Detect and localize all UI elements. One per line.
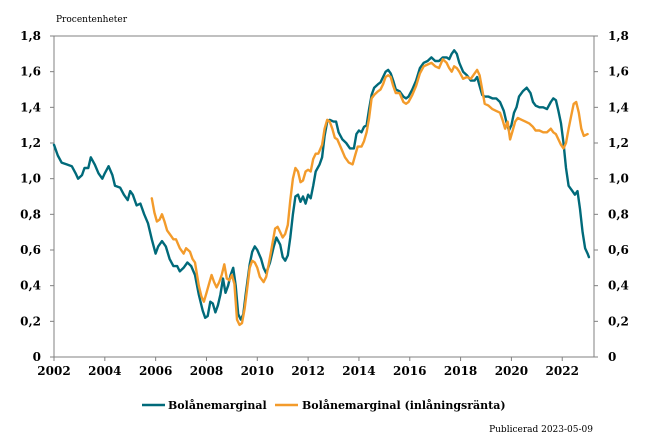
y-tick-label-left: 0,6 [20, 243, 41, 257]
series-line-bolanemarginal-inlaningsranta [150, 58, 589, 327]
x-tick-label: 2002 [37, 364, 70, 378]
y-tick-label-right: 1,4 [608, 100, 629, 114]
legend-label-bolanemarginal-inlaningsranta: Bolånemarginal (inlåningsränta) [302, 399, 506, 412]
x-tick-label: 2012 [291, 364, 324, 378]
x-tick-label: 2020 [495, 364, 528, 378]
y-tick-label-left: 0,4 [20, 279, 41, 293]
y-tick-label-left: 1,4 [20, 100, 41, 114]
legend: Bolånemarginal Bolånemarginal (inlånings… [142, 399, 506, 412]
plot-area-frame [53, 35, 595, 358]
x-tick-label: 2016 [393, 364, 426, 378]
y-tick-label-right: 0,4 [608, 279, 629, 293]
y-tick-label-right: 1,0 [608, 172, 629, 186]
x-tick-label: 2008 [190, 364, 223, 378]
x-tick-label: 2010 [241, 364, 274, 378]
legend-label-bolanemarginal: Bolånemarginal [168, 399, 267, 412]
y-tick-label-left: 0 [33, 350, 41, 364]
published-date: Publicerad 2023-05-09 [489, 425, 593, 435]
y-tick-label-right: 1,8 [608, 29, 629, 43]
x-tick-label: 2014 [342, 364, 375, 378]
x-axis: 2002 2004 2006 2008 2010 2012 2014 2016 2018 2020… [37, 357, 579, 378]
x-tick-label: 2018 [444, 364, 477, 378]
x-tick-label: 2004 [88, 364, 121, 378]
x-tick-label: 2006 [139, 364, 172, 378]
y-tick-label-right: 1,2 [608, 136, 629, 150]
y-tick-label-left: 1,6 [20, 65, 41, 79]
y-tick-label-right: 0,2 [608, 314, 629, 328]
y-tick-label-right: 0,6 [608, 243, 629, 257]
y-axis-left: 0 0,2 0,4 0,6 0,8 1,0 1,2 1,4 1,6 1,8 [20, 29, 54, 364]
y-tick-label-left: 0,8 [20, 207, 41, 221]
y-axis-unit-label: Procentenheter [56, 15, 128, 25]
y-tick-label-right: 0 [608, 350, 616, 364]
series-lines [52, 49, 591, 327]
y-tick-label-right: 1,6 [608, 65, 629, 79]
y-tick-label-left: 0,2 [20, 314, 41, 328]
x-tick-label: 2022 [546, 364, 579, 378]
y-tick-label-right: 0,8 [608, 207, 629, 221]
y-tick-label-left: 1,2 [20, 136, 41, 150]
y-axis-right: 0 0,2 0,4 0,6 0,8 1,0 1,2 1,4 1,6 1,8 [594, 29, 629, 364]
y-tick-label-left: 1,0 [20, 172, 41, 186]
y-tick-label-left: 1,8 [20, 29, 41, 43]
